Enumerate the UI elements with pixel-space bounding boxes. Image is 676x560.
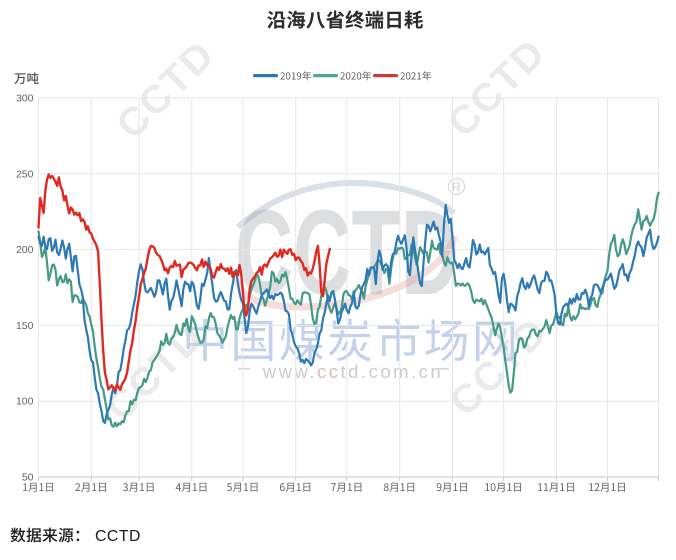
svg-text:150: 150 bbox=[16, 320, 34, 332]
svg-text:CCTD: CCTD bbox=[95, 528, 141, 545]
svg-text:200: 200 bbox=[16, 244, 34, 256]
svg-text:www.cctd.com.cn: www.cctd.com.cn bbox=[262, 361, 443, 382]
svg-text:300: 300 bbox=[16, 93, 34, 105]
svg-text:100: 100 bbox=[16, 396, 34, 408]
svg-text:250: 250 bbox=[16, 168, 34, 180]
svg-text:R: R bbox=[452, 180, 461, 194]
svg-text:50: 50 bbox=[22, 472, 34, 484]
